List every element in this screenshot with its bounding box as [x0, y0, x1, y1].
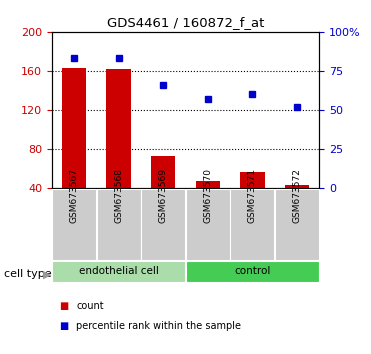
Bar — [62, 68, 86, 188]
Text: endothelial cell: endothelial cell — [79, 266, 159, 276]
FancyBboxPatch shape — [230, 189, 274, 260]
Text: GSM673570: GSM673570 — [203, 169, 212, 223]
FancyBboxPatch shape — [97, 189, 141, 260]
Bar — [285, 185, 309, 188]
FancyBboxPatch shape — [186, 261, 319, 282]
Text: GSM673568: GSM673568 — [114, 169, 123, 223]
FancyBboxPatch shape — [186, 189, 230, 260]
Title: GDS4461 / 160872_f_at: GDS4461 / 160872_f_at — [107, 16, 264, 29]
Text: cell type: cell type — [4, 269, 51, 279]
Text: GSM673567: GSM673567 — [70, 169, 79, 223]
Bar — [151, 156, 175, 188]
Text: percentile rank within the sample: percentile rank within the sample — [76, 321, 241, 331]
Bar — [240, 172, 265, 188]
Bar — [106, 69, 131, 188]
FancyBboxPatch shape — [52, 189, 96, 260]
Text: control: control — [234, 266, 270, 276]
FancyBboxPatch shape — [141, 189, 185, 260]
Text: GSM673572: GSM673572 — [292, 169, 301, 223]
FancyBboxPatch shape — [52, 261, 185, 282]
Bar — [196, 181, 220, 188]
Text: ▶: ▶ — [43, 269, 51, 279]
Text: count: count — [76, 301, 104, 311]
Text: ■: ■ — [59, 321, 69, 331]
Text: GSM673569: GSM673569 — [159, 169, 168, 223]
Text: ■: ■ — [59, 301, 69, 311]
Text: GSM673571: GSM673571 — [248, 169, 257, 223]
FancyBboxPatch shape — [275, 189, 319, 260]
